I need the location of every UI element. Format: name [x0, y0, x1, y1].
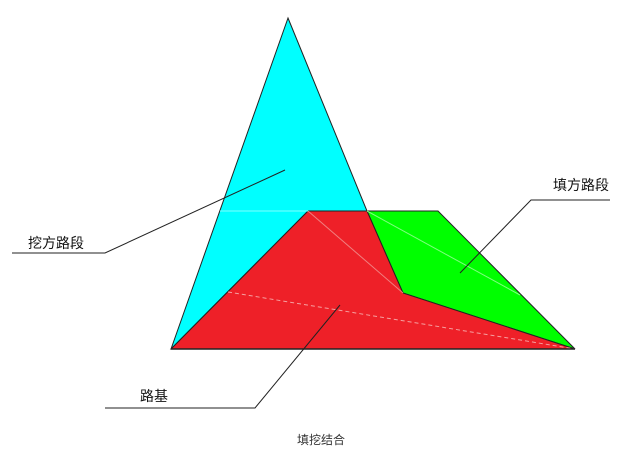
cut-leader-line: [12, 169, 286, 254]
subgrade-inner-line: [307, 210, 404, 294]
fill-leader-line: [459, 199, 610, 274]
diagram-caption: 填挖结合: [297, 433, 346, 447]
subgrade-label: 路基: [140, 389, 168, 405]
fill-section-label: 填方路段: [553, 178, 609, 194]
cut-section-label: 挖方路段: [28, 236, 84, 252]
subgrade-dashed-line: [227, 291, 576, 350]
fill-inner-line: [366, 210, 521, 296]
subgrade-leader-line: [105, 304, 341, 409]
